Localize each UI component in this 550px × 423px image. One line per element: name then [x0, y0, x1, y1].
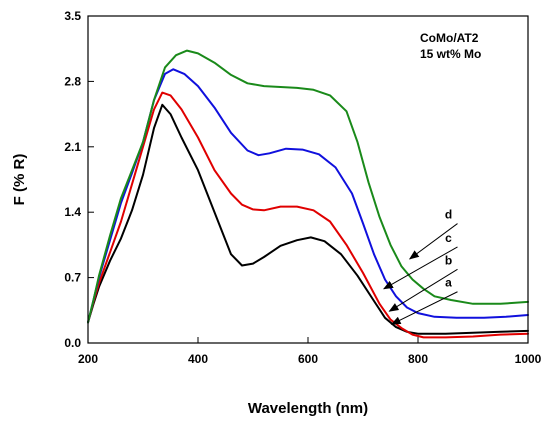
- curve-label-c: c: [445, 231, 452, 245]
- x-axis-label: Wavelength (nm): [248, 400, 368, 417]
- y-tick-label: 0.7: [64, 271, 81, 285]
- series-line-a: [87, 103, 529, 335]
- x-tick-label: 400: [188, 352, 208, 366]
- x-tick-label: 800: [408, 352, 428, 366]
- series-layer: [87, 49, 529, 339]
- y-tick-label: 2.8: [64, 74, 81, 88]
- y-tick-label: 3.5: [64, 9, 81, 23]
- series-line-d: [87, 49, 529, 324]
- ticks-layer: 200 400 600 800 1000 0.0 0.7 1.4 2.1 2.8 3.5: [64, 9, 541, 366]
- y-tick-label: 0.0: [64, 336, 81, 350]
- y-tick-label: 2.1: [64, 140, 81, 154]
- plot-frame: [87, 15, 529, 344]
- curve-label-b: b: [445, 253, 452, 267]
- series-line-b: [87, 91, 529, 339]
- x-tick-label: 200: [78, 352, 98, 366]
- curve-arrow-d: [408, 223, 458, 260]
- x-tick-label: 600: [298, 352, 318, 366]
- curve-arrow-a: [390, 291, 458, 325]
- curve-label-a: a: [445, 276, 452, 290]
- loading-label: 15 wt% Mo: [420, 47, 481, 61]
- y-tick-label: 1.4: [64, 205, 81, 219]
- y-axis-label: F (% R): [11, 154, 28, 206]
- curve-arrow-c: [383, 246, 458, 290]
- curve-arrow-b: [388, 268, 458, 312]
- curve-label-d: d: [445, 208, 452, 222]
- x-tick-label: 1000: [515, 352, 542, 366]
- sample-label: CoMo/AT2: [420, 31, 479, 45]
